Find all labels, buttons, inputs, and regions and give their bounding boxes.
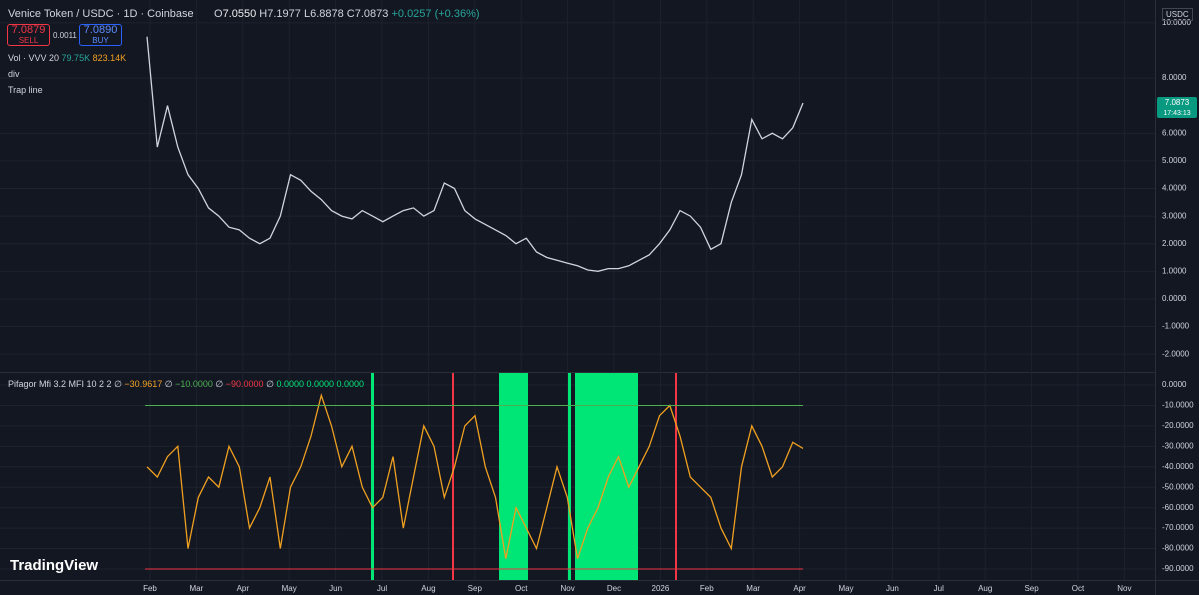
sell-label: SELL xyxy=(18,36,39,45)
y-tick-label: 10.0000 xyxy=(1162,18,1191,27)
x-tick-label: Jul xyxy=(934,584,944,593)
value: 0.0000 0.0000 0.0000 xyxy=(276,379,365,389)
y-tick-label: 3.0000 xyxy=(1162,211,1187,220)
value: −90.0000 xyxy=(225,379,264,389)
y-tick-label: 8.0000 xyxy=(1162,73,1187,82)
y-tick-label: 0.0000 xyxy=(1162,380,1187,389)
signal-bands xyxy=(371,373,677,580)
x-tick-label: 2026 xyxy=(652,584,670,593)
indicator-name: Pifagor Mfi 3.2 MFI 10 2 2 xyxy=(8,379,112,389)
x-tick-label: Feb xyxy=(700,584,714,593)
sell-button[interactable]: 7.0879 SELL xyxy=(7,24,50,46)
signal-line xyxy=(675,373,677,580)
indicator-legend: Pifagor Mfi 3.2 MFI 10 2 2 ∅ −30.9617 ∅ … xyxy=(8,379,364,390)
y-tick-label: 4.0000 xyxy=(1162,184,1187,193)
y-tick-label: -90.0000 xyxy=(1162,564,1194,573)
x-tick-label: Aug xyxy=(978,584,992,593)
y-tick-label: -20.0000 xyxy=(1162,421,1194,430)
x-tick-label: Nov xyxy=(1117,584,1131,593)
volume-legend: Vol · VVV 20 79.75K 823.14K xyxy=(8,53,126,63)
sym: ∅ xyxy=(114,379,122,389)
vol-label: Vol · VVV 20 xyxy=(8,53,60,63)
sell-price: 7.0879 xyxy=(11,24,46,36)
sym: ∅ xyxy=(266,379,274,389)
change: +0.0257 (+0.36%) xyxy=(391,8,480,20)
signal-line xyxy=(452,373,454,580)
value: −10.0000 xyxy=(175,379,213,389)
x-tick-label: May xyxy=(282,584,297,593)
currency-button[interactable]: USDC xyxy=(1162,8,1193,21)
price-tag-value: 7.0873 xyxy=(1165,98,1190,107)
buy-price: 7.0890 xyxy=(83,24,118,36)
symbol[interactable]: Venice Token / USDC · 1D · Coinbase xyxy=(8,8,194,20)
x-tick-label: Dec xyxy=(607,584,621,593)
y-tick-label: -30.0000 xyxy=(1162,441,1194,450)
x-tick-label: Sep xyxy=(1024,584,1039,593)
x-tick-label: Apr xyxy=(793,584,806,593)
y-tick-label: -50.0000 xyxy=(1162,482,1194,491)
x-tick-label: Oct xyxy=(515,584,528,593)
countdown: 17:43:13 xyxy=(1163,110,1190,117)
series-line xyxy=(146,36,804,272)
y-tick-label: 2.0000 xyxy=(1162,239,1187,248)
spread: 0.0011 xyxy=(53,31,77,40)
x-tick-label: Mar xyxy=(190,584,204,593)
series-line xyxy=(146,392,804,559)
y-tick-label: -1.0000 xyxy=(1162,322,1190,331)
vol-ma: 823.14K xyxy=(92,53,127,63)
buy-button[interactable]: 7.0890 BUY xyxy=(79,24,122,46)
x-tick-label: Oct xyxy=(1072,584,1085,593)
y-tick-label: -80.0000 xyxy=(1162,544,1194,553)
o-label: O xyxy=(214,8,223,20)
sym: ∅ xyxy=(164,379,173,389)
y-tick-label: 6.0000 xyxy=(1162,128,1187,137)
signal-line xyxy=(568,373,571,580)
y-tick-label: 1.0000 xyxy=(1162,266,1187,275)
open: 7.0550 xyxy=(222,8,257,20)
x-tick-label: Jun xyxy=(329,584,342,593)
y-tick-label: -60.0000 xyxy=(1162,503,1194,512)
signal-band xyxy=(575,373,638,580)
h-label: H xyxy=(259,8,268,20)
buy-label: BUY xyxy=(92,36,109,45)
c-label: C xyxy=(346,8,355,20)
x-tick-label: Feb xyxy=(143,584,157,593)
low: 6.8878 xyxy=(310,8,344,20)
x-tick-label: Aug xyxy=(421,584,435,593)
price-tag xyxy=(1157,97,1197,118)
y-tick-label: -70.0000 xyxy=(1162,523,1194,532)
signal-line xyxy=(371,373,374,580)
y-tick-label: -10.0000 xyxy=(1162,401,1194,410)
x-tick-label: Apr xyxy=(237,584,250,593)
l-label: L xyxy=(303,8,311,20)
sym: ∅ xyxy=(215,379,224,389)
signal-band xyxy=(499,373,528,580)
x-tick-label: Mar xyxy=(746,584,760,593)
x-tick-label: Jun xyxy=(886,584,899,593)
high: 7.1977 xyxy=(267,8,301,20)
x-tick-label: Sep xyxy=(468,584,483,593)
x-tick-label: Jul xyxy=(377,584,387,593)
y-tick-label: 5.0000 xyxy=(1162,156,1187,165)
y-tick-label: -2.0000 xyxy=(1162,349,1190,358)
close: 7.0873 xyxy=(354,8,389,20)
ohlc: O7.0550 H7.1977 L6.8878 C7.0873 +0.0257 … xyxy=(214,8,480,20)
trap-legend: Trap line xyxy=(8,85,43,95)
value: −30.9617 xyxy=(124,379,163,389)
x-tick-label: May xyxy=(838,584,853,593)
y-tick-label: 0.0000 xyxy=(1162,294,1187,303)
vol: 79.75K xyxy=(61,53,91,63)
logo: TradingView xyxy=(10,557,99,574)
x-tick-label: Nov xyxy=(560,584,574,593)
div-legend: div xyxy=(8,69,20,79)
y-tick-label: -40.0000 xyxy=(1162,462,1194,471)
